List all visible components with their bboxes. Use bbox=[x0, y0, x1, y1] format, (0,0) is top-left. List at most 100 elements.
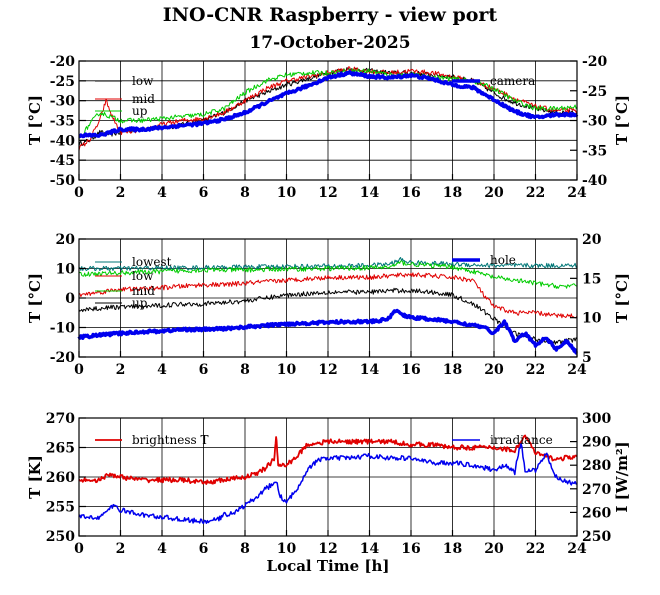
legend-label: lowest bbox=[132, 255, 172, 269]
right-tick-label: 250 bbox=[582, 529, 611, 545]
legend-label: mid bbox=[132, 284, 155, 298]
series-line-hole bbox=[77, 308, 578, 355]
x-axis-title: Local Time [h] bbox=[267, 557, 390, 575]
series-line-irradiance bbox=[78, 442, 578, 524]
left-tick-label: -20 bbox=[50, 54, 76, 70]
left-tick-label: -30 bbox=[50, 94, 76, 110]
x-tick-label: 20 bbox=[484, 362, 504, 378]
x-tick-label: 18 bbox=[443, 541, 462, 557]
left-tick-label: -35 bbox=[50, 114, 75, 130]
x-tick-label: 20 bbox=[484, 185, 504, 201]
right-tick-label: 260 bbox=[582, 505, 611, 521]
right-tick-label: -35 bbox=[582, 143, 607, 159]
legend-label: irradiance bbox=[490, 433, 553, 447]
right-tick-label: 270 bbox=[582, 482, 611, 498]
x-tick-label: 22 bbox=[526, 362, 545, 378]
x-tick-label: 2 bbox=[116, 362, 126, 378]
right-tick-label: 20 bbox=[582, 232, 602, 248]
top-panel-right-axis-label: T [°C] bbox=[613, 95, 631, 145]
x-tick-label: 2 bbox=[116, 185, 126, 201]
x-tick-label: 6 bbox=[199, 541, 209, 557]
x-tick-label: 6 bbox=[199, 362, 209, 378]
legend-label: hole bbox=[490, 253, 516, 267]
series-line-low bbox=[78, 272, 578, 319]
x-tick-label: 16 bbox=[401, 362, 420, 378]
series-line-lowest bbox=[78, 257, 578, 272]
x-tick-label: 10 bbox=[277, 362, 297, 378]
x-tick-label: 8 bbox=[240, 362, 250, 378]
left-tick-label: -10 bbox=[50, 321, 76, 337]
figure-date: 17-October-2025 bbox=[249, 33, 410, 53]
x-tick-label: 16 bbox=[401, 541, 420, 557]
middle-panel-plot-area bbox=[77, 257, 578, 355]
left-tick-label: 260 bbox=[46, 470, 75, 486]
top-panel-axes: -50 -45 -40 -35 -30 -25 -20 -40 -35 -30 -25 -20 0 2 4 6… bbox=[50, 54, 608, 201]
legend-label: up bbox=[132, 104, 148, 118]
x-tick-label: 0 bbox=[74, 362, 84, 378]
right-tick-label: -40 bbox=[582, 173, 608, 189]
x-tick-label: 0 bbox=[74, 541, 84, 557]
x-tick-label: 14 bbox=[360, 541, 380, 557]
legend-label: brightness T bbox=[132, 433, 208, 447]
x-tick-label: 2 bbox=[116, 541, 126, 557]
left-tick-label: 250 bbox=[46, 529, 75, 545]
x-tick-label: 14 bbox=[360, 362, 380, 378]
x-tick-label: 18 bbox=[443, 185, 462, 201]
right-tick-label: 290 bbox=[582, 435, 611, 451]
x-tick-label: 8 bbox=[240, 185, 250, 201]
left-tick-label: -45 bbox=[50, 153, 75, 169]
series-line-mid bbox=[78, 260, 578, 289]
right-tick-label: -25 bbox=[582, 84, 607, 100]
right-tick-label: 15 bbox=[582, 271, 601, 287]
left-tick-label: 20 bbox=[56, 232, 76, 248]
left-tick-label: -25 bbox=[50, 74, 75, 90]
left-tick-label: -20 bbox=[50, 350, 76, 366]
x-tick-label: 8 bbox=[240, 541, 250, 557]
x-tick-label: 12 bbox=[318, 541, 337, 557]
figure-title: INO-CNR Raspberry - view port bbox=[163, 4, 498, 26]
x-tick-label: 16 bbox=[401, 185, 420, 201]
x-tick-label: 24 bbox=[567, 185, 587, 201]
right-tick-label: -20 bbox=[582, 54, 608, 70]
series-line-up bbox=[78, 68, 578, 139]
legend-label: low bbox=[132, 269, 154, 283]
middle-panel-left-axis-label: T [°C] bbox=[26, 273, 44, 323]
left-tick-label: 265 bbox=[46, 441, 75, 457]
legend-label: mid bbox=[132, 92, 155, 106]
bottom-panel-left-axis-label: T [K] bbox=[26, 455, 44, 499]
left-tick-label: -50 bbox=[50, 173, 76, 189]
left-tick-label: -40 bbox=[50, 133, 76, 149]
x-tick-label: 20 bbox=[484, 541, 504, 557]
x-tick-label: 4 bbox=[157, 362, 167, 378]
bottom-panel-legend: brightness T irradiance bbox=[95, 433, 553, 447]
right-tick-label: 10 bbox=[582, 311, 602, 327]
series-line-camera bbox=[78, 70, 579, 139]
top-panel-grid bbox=[78, 60, 578, 181]
series-line-brightness-T bbox=[78, 434, 578, 485]
top-panel: -50 -45 -40 -35 -30 -25 -20 -40 -35 -30 -25 -20 0 2 4 6… bbox=[26, 54, 631, 201]
x-tick-label: 12 bbox=[318, 185, 337, 201]
x-tick-label: 10 bbox=[277, 541, 297, 557]
right-tick-label: -30 bbox=[582, 114, 608, 130]
right-tick-label: 300 bbox=[582, 411, 611, 427]
right-tick-label: 280 bbox=[582, 458, 611, 474]
right-tick-label: 5 bbox=[582, 350, 592, 366]
x-tick-label: 12 bbox=[318, 362, 337, 378]
top-panel-left-axis-label: T [°C] bbox=[26, 95, 44, 145]
x-tick-label: 0 bbox=[74, 185, 84, 201]
legend-label: low bbox=[132, 74, 154, 88]
x-tick-label: 6 bbox=[199, 185, 209, 201]
bottom-panel-plot-area bbox=[78, 434, 578, 524]
x-tick-label: 18 bbox=[443, 362, 462, 378]
series-line-up bbox=[78, 287, 578, 345]
legend-label: up bbox=[132, 296, 148, 310]
middle-panel-right-axis-label: T [°C] bbox=[613, 273, 631, 323]
left-tick-label: 255 bbox=[46, 500, 75, 516]
top-panel-plot-area bbox=[78, 66, 579, 151]
legend-label: camera bbox=[490, 74, 535, 88]
